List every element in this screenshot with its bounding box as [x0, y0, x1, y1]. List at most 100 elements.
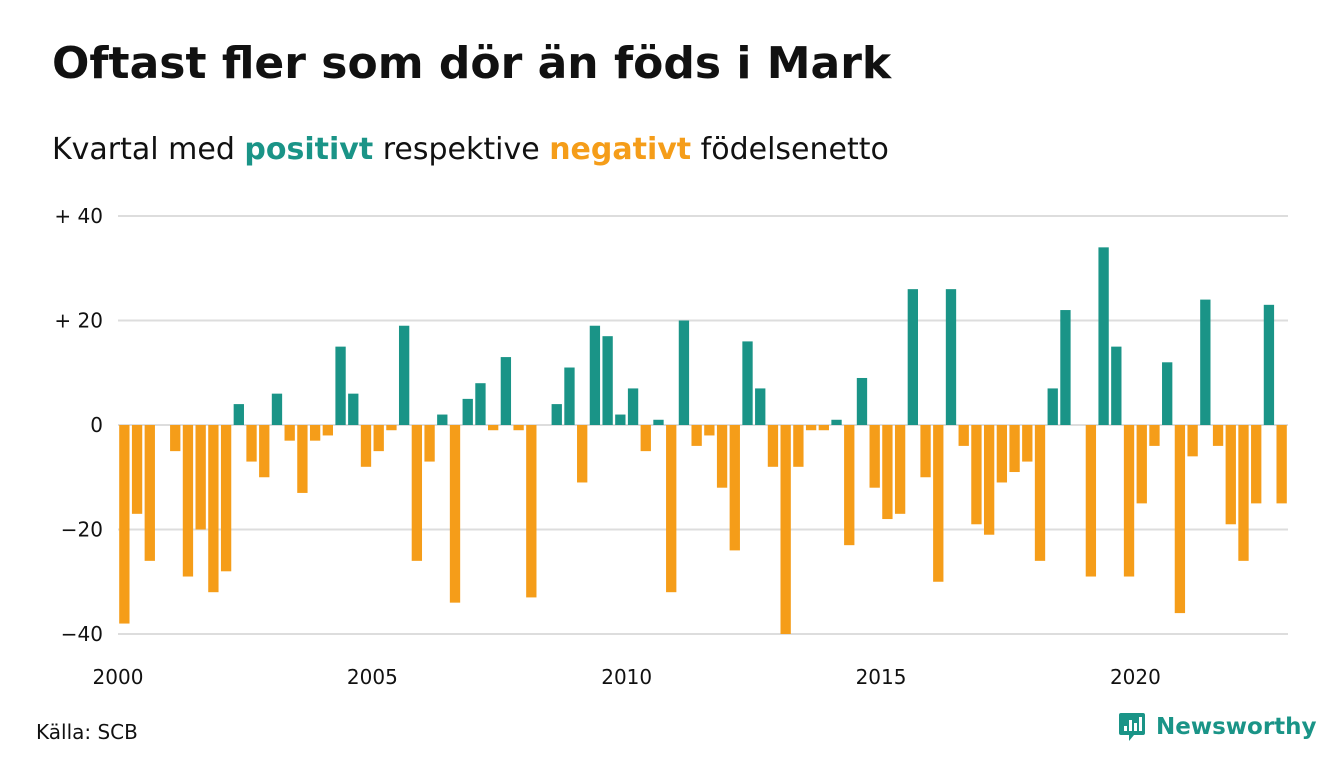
bar	[182, 425, 194, 577]
x-tick-label: 2005	[347, 665, 398, 689]
chart-subtitle: Kvartal med positivt respektive negativt…	[52, 132, 889, 167]
chart-title: Oftast fler som dör än föds i Mark	[52, 38, 892, 89]
bar	[1238, 425, 1249, 561]
bar	[615, 414, 626, 425]
bar	[602, 336, 613, 425]
brand[interactable]: Newsworthy	[1118, 712, 1317, 742]
bar	[360, 425, 372, 467]
bar	[945, 289, 957, 425]
bar	[958, 425, 969, 446]
bar	[208, 425, 219, 593]
bar	[691, 425, 702, 446]
bar	[335, 346, 346, 426]
bar	[246, 425, 257, 462]
bar	[170, 425, 181, 452]
bar	[780, 425, 791, 634]
bar	[933, 425, 944, 582]
bar	[119, 425, 130, 624]
bar	[1085, 425, 1097, 577]
bar	[844, 425, 855, 546]
bar	[793, 425, 804, 467]
bar	[589, 325, 601, 425]
bar	[1200, 299, 1211, 425]
bar	[577, 425, 588, 483]
bar	[818, 425, 829, 431]
bar	[348, 393, 359, 425]
bar	[220, 425, 232, 572]
bar	[882, 425, 893, 520]
subtitle-text-end: födelsenetto	[691, 132, 889, 167]
bar	[564, 367, 575, 425]
bar	[1276, 425, 1287, 504]
bar	[831, 419, 842, 425]
x-tick-label: 2000	[93, 665, 144, 689]
bar	[907, 289, 918, 425]
bar	[322, 425, 333, 436]
newsworthy-logo-icon	[1119, 713, 1145, 741]
bar	[742, 341, 753, 425]
bar	[475, 383, 486, 425]
bar	[233, 404, 244, 425]
bar	[1212, 425, 1224, 446]
bar	[398, 325, 410, 425]
bar	[767, 425, 779, 467]
bar	[1251, 425, 1262, 504]
bar	[805, 425, 817, 431]
bar	[729, 425, 740, 551]
subtitle-positive-label: positivt	[244, 132, 374, 167]
bar	[1149, 425, 1160, 446]
bar	[297, 425, 308, 493]
bar	[411, 425, 423, 561]
x-axis-tick-labels: 2000 2005 2010 2015 2020	[93, 665, 1161, 689]
bar	[488, 425, 499, 431]
bar	[1060, 310, 1071, 425]
bar	[983, 425, 995, 535]
bar	[1187, 425, 1198, 457]
bar	[437, 414, 448, 425]
y-tick-label: −20	[61, 518, 103, 542]
bar	[920, 425, 931, 478]
bar	[894, 425, 906, 514]
bar	[259, 425, 270, 478]
bar	[513, 425, 524, 431]
bar	[678, 320, 690, 425]
bar	[424, 425, 435, 462]
brand-name: Newsworthy	[1156, 714, 1317, 740]
bar	[627, 388, 639, 425]
bar	[1225, 425, 1236, 525]
bar	[309, 425, 321, 441]
bar	[1034, 425, 1046, 561]
bar	[1111, 346, 1122, 426]
bar	[195, 425, 206, 530]
bar	[131, 425, 143, 514]
bar	[284, 425, 295, 441]
bar	[716, 425, 728, 488]
bar	[462, 398, 473, 426]
y-tick-label: 0	[90, 413, 103, 437]
bar	[551, 404, 562, 425]
bar	[386, 425, 397, 431]
bar-series	[119, 247, 1287, 634]
y-axis-tick-labels: + 40 + 20 0 −20 −40	[54, 204, 103, 646]
bar	[1174, 425, 1186, 614]
bar	[1047, 388, 1058, 425]
bar	[1098, 247, 1109, 425]
bar	[271, 393, 283, 425]
bar	[704, 425, 715, 436]
subtitle-text-middle: respektive	[373, 132, 550, 167]
bar	[755, 388, 766, 425]
y-tick-label: + 20	[54, 309, 103, 333]
y-tick-label: −40	[61, 622, 103, 646]
bar	[526, 425, 537, 598]
bar	[640, 425, 651, 452]
bar	[869, 425, 880, 488]
bar	[373, 425, 384, 452]
bar	[449, 425, 461, 603]
y-tick-label: + 40	[54, 204, 103, 228]
subtitle-negative-label: negativt	[549, 132, 692, 167]
bar	[1136, 425, 1147, 504]
bar	[666, 425, 677, 593]
bar	[1123, 425, 1135, 577]
bar	[971, 425, 982, 525]
x-tick-label: 2010	[601, 665, 652, 689]
